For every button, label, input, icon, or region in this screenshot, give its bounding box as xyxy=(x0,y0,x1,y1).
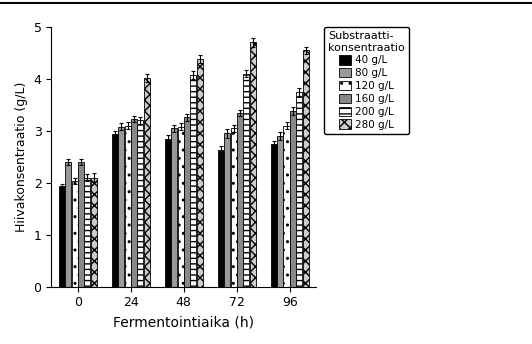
Bar xyxy=(78,162,84,287)
Bar xyxy=(284,126,289,287)
Bar xyxy=(112,135,118,287)
Bar xyxy=(59,186,65,287)
Bar xyxy=(184,117,190,287)
Bar xyxy=(190,75,196,287)
Bar xyxy=(137,120,143,287)
Bar xyxy=(277,136,283,287)
Bar xyxy=(197,59,203,287)
Bar xyxy=(84,178,90,287)
Bar xyxy=(178,127,184,287)
Bar xyxy=(144,78,149,287)
Bar xyxy=(72,181,78,287)
Bar xyxy=(131,119,137,287)
Bar xyxy=(171,128,177,287)
Bar xyxy=(124,126,130,287)
Bar xyxy=(303,50,309,287)
Y-axis label: Hiivakonsentraatio (g/L): Hiivakonsentraatio (g/L) xyxy=(15,82,28,232)
Bar xyxy=(218,150,224,287)
Bar xyxy=(165,139,171,287)
Bar xyxy=(90,178,97,287)
Bar xyxy=(271,144,277,287)
Bar xyxy=(250,42,256,287)
Bar xyxy=(118,127,124,287)
Bar xyxy=(224,133,230,287)
Bar xyxy=(65,162,71,287)
Bar xyxy=(296,92,302,287)
Bar xyxy=(237,112,243,287)
Bar xyxy=(230,128,237,287)
Bar xyxy=(290,111,296,287)
Bar xyxy=(243,74,250,287)
Legend: 40 g/L, 80 g/L, 120 g/L, 160 g/L, 200 g/L, 280 g/L: 40 g/L, 80 g/L, 120 g/L, 160 g/L, 200 g/… xyxy=(324,27,409,134)
X-axis label: Fermentointiaika (h): Fermentointiaika (h) xyxy=(113,315,254,329)
